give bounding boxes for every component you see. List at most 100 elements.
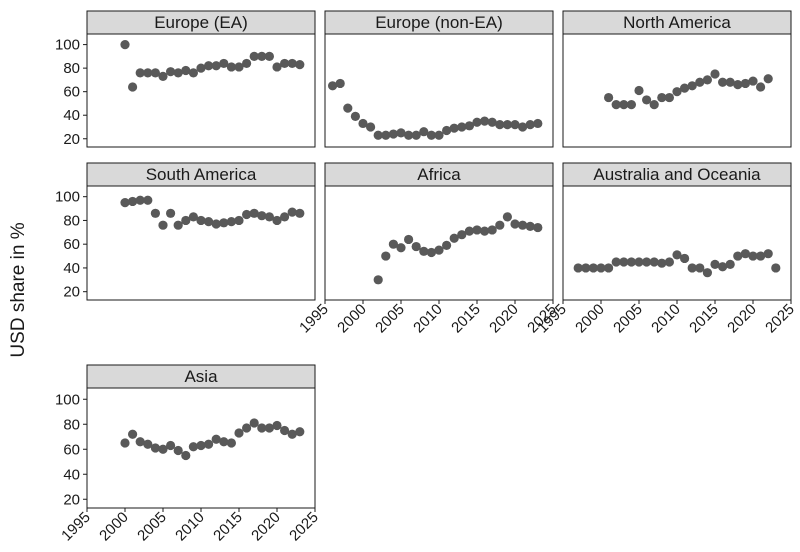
data-point — [426, 130, 436, 140]
data-point — [525, 221, 535, 231]
facet-title: Australia and Oceania — [593, 165, 761, 184]
data-point — [702, 268, 713, 278]
data-point — [657, 258, 667, 268]
data-point — [611, 100, 621, 110]
data-point — [166, 208, 176, 218]
data-point — [510, 219, 520, 229]
y-tick-label: 60 — [63, 84, 80, 101]
data-point — [257, 423, 267, 433]
data-point — [234, 215, 244, 226]
data-point — [680, 253, 690, 264]
data-point — [634, 85, 644, 96]
data-point — [120, 198, 130, 208]
data-point — [672, 250, 682, 260]
y-axis-label: USD share in % — [8, 222, 29, 357]
data-point — [272, 420, 282, 431]
x-tick-label: 2010 — [172, 509, 208, 545]
data-point — [404, 130, 414, 140]
data-point — [388, 239, 398, 249]
data-point — [242, 423, 252, 433]
data-point — [219, 58, 229, 69]
data-point — [626, 100, 637, 110]
y-tick-label: 40 — [63, 107, 80, 124]
facet-grid: Europe (EA) 20 40 60 80 100 Europe (non-EA) Nor… — [55, 10, 798, 545]
x-tick-label: 1995 — [296, 301, 332, 337]
x-tick-label: 2005 — [610, 301, 646, 337]
data-point — [188, 442, 198, 452]
data-point — [626, 257, 637, 267]
data-point — [756, 82, 766, 92]
data-point — [143, 439, 153, 449]
data-point — [404, 234, 414, 245]
data-point — [381, 251, 391, 261]
data-point — [242, 209, 252, 220]
facet-panel: Australia and Oceania 1995 2000 2005 2010 201… — [534, 162, 798, 337]
data-point — [634, 257, 644, 267]
data-point — [434, 245, 444, 255]
data-point — [242, 58, 252, 69]
facet-panel: North America — [562, 10, 792, 148]
y-tick-label: 40 — [63, 260, 80, 277]
facet-title: Europe (EA) — [154, 13, 248, 32]
panel-frame — [324, 185, 554, 301]
data-point — [173, 68, 183, 78]
data-point — [464, 226, 474, 236]
data-point — [196, 440, 206, 451]
data-point — [280, 425, 290, 436]
data-point — [287, 207, 297, 217]
x-tick-label: 2015 — [448, 301, 484, 337]
data-point — [249, 418, 259, 428]
data-point — [581, 263, 591, 273]
data-point — [128, 82, 138, 92]
data-point — [264, 423, 274, 433]
data-point — [358, 118, 368, 129]
data-point — [166, 440, 176, 451]
data-point — [449, 233, 459, 243]
data-point — [442, 125, 452, 136]
panel-frame — [86, 33, 316, 148]
data-point — [740, 78, 751, 89]
data-point — [518, 122, 528, 132]
data-point — [733, 80, 743, 90]
data-point — [150, 208, 160, 218]
data-point — [181, 65, 191, 76]
data-point — [211, 219, 221, 229]
data-point — [411, 241, 421, 252]
data-point — [249, 51, 259, 61]
data-point — [219, 218, 229, 228]
facet-panel: South America 20 40 60 80 100 — [55, 162, 316, 301]
data-point — [173, 220, 183, 230]
data-point — [710, 259, 720, 269]
data-point — [533, 222, 543, 233]
data-point — [396, 128, 406, 138]
data-point — [472, 225, 482, 235]
data-point — [664, 92, 675, 103]
data-point — [128, 196, 138, 207]
data-point — [181, 215, 191, 226]
facet-title: South America — [146, 165, 257, 184]
data-point — [472, 117, 482, 127]
data-point — [181, 450, 191, 461]
data-point — [295, 60, 305, 70]
data-point — [733, 251, 743, 261]
x-tick-label: 1995 — [58, 509, 94, 545]
y-tick-label: 80 — [63, 416, 80, 433]
data-point — [295, 208, 305, 218]
y-tick-label: 40 — [63, 466, 80, 483]
data-point — [272, 215, 282, 226]
data-point — [158, 444, 168, 454]
facet-title: North America — [623, 13, 731, 32]
x-tick-label: 2005 — [134, 509, 170, 545]
data-point — [219, 437, 229, 447]
data-point — [596, 263, 606, 273]
data-point — [295, 427, 305, 437]
data-point — [533, 118, 543, 129]
data-point — [366, 122, 376, 132]
data-point — [166, 67, 176, 77]
data-point — [204, 217, 214, 227]
data-point — [480, 116, 490, 126]
x-tick-label: 2010 — [410, 301, 446, 337]
data-point — [502, 120, 512, 130]
data-point — [150, 443, 160, 453]
data-point — [204, 439, 214, 449]
